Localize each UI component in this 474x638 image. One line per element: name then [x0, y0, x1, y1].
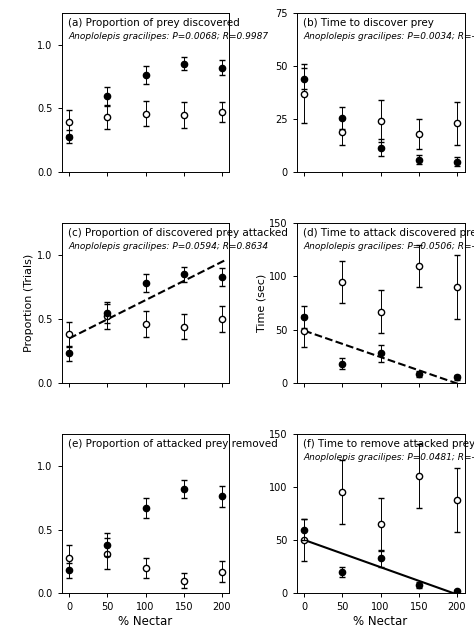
Y-axis label: Proportion (Trials): Proportion (Trials)	[25, 254, 35, 352]
Text: (e) Proportion of attacked prey removed: (e) Proportion of attacked prey removed	[68, 439, 278, 449]
Text: Anoplolepis gracilipes: P=0.0034; R=-0.9995: Anoplolepis gracilipes: P=0.0034; R=-0.9…	[303, 32, 474, 41]
Text: (d) Time to attack discovered prey: (d) Time to attack discovered prey	[303, 228, 474, 238]
Text: (b) Time to discover prey: (b) Time to discover prey	[303, 17, 434, 27]
Text: (f) Time to remove attacked prey: (f) Time to remove attacked prey	[303, 439, 474, 449]
X-axis label: % Nectar: % Nectar	[354, 615, 408, 628]
Text: Anoplolepis gracilipes: P=0.0481; R=-0.8814: Anoplolepis gracilipes: P=0.0481; R=-0.8…	[303, 453, 474, 462]
Y-axis label: Time (sec): Time (sec)	[256, 274, 266, 332]
Text: Anoplolepis gracilipes: P=0.0506; R=-0.8615: Anoplolepis gracilipes: P=0.0506; R=-0.8…	[303, 242, 474, 251]
Text: (c) Proportion of discovered prey attacked: (c) Proportion of discovered prey attack…	[68, 228, 288, 238]
Text: Anoplolepis gracilipes: P=0.0068; R=0.9987: Anoplolepis gracilipes: P=0.0068; R=0.99…	[68, 32, 268, 41]
X-axis label: % Nectar: % Nectar	[118, 615, 173, 628]
Text: Anoplolepis gracilipes: P=0.0594; R=0.8634: Anoplolepis gracilipes: P=0.0594; R=0.86…	[68, 242, 268, 251]
Text: (a) Proportion of prey discovered: (a) Proportion of prey discovered	[68, 17, 240, 27]
